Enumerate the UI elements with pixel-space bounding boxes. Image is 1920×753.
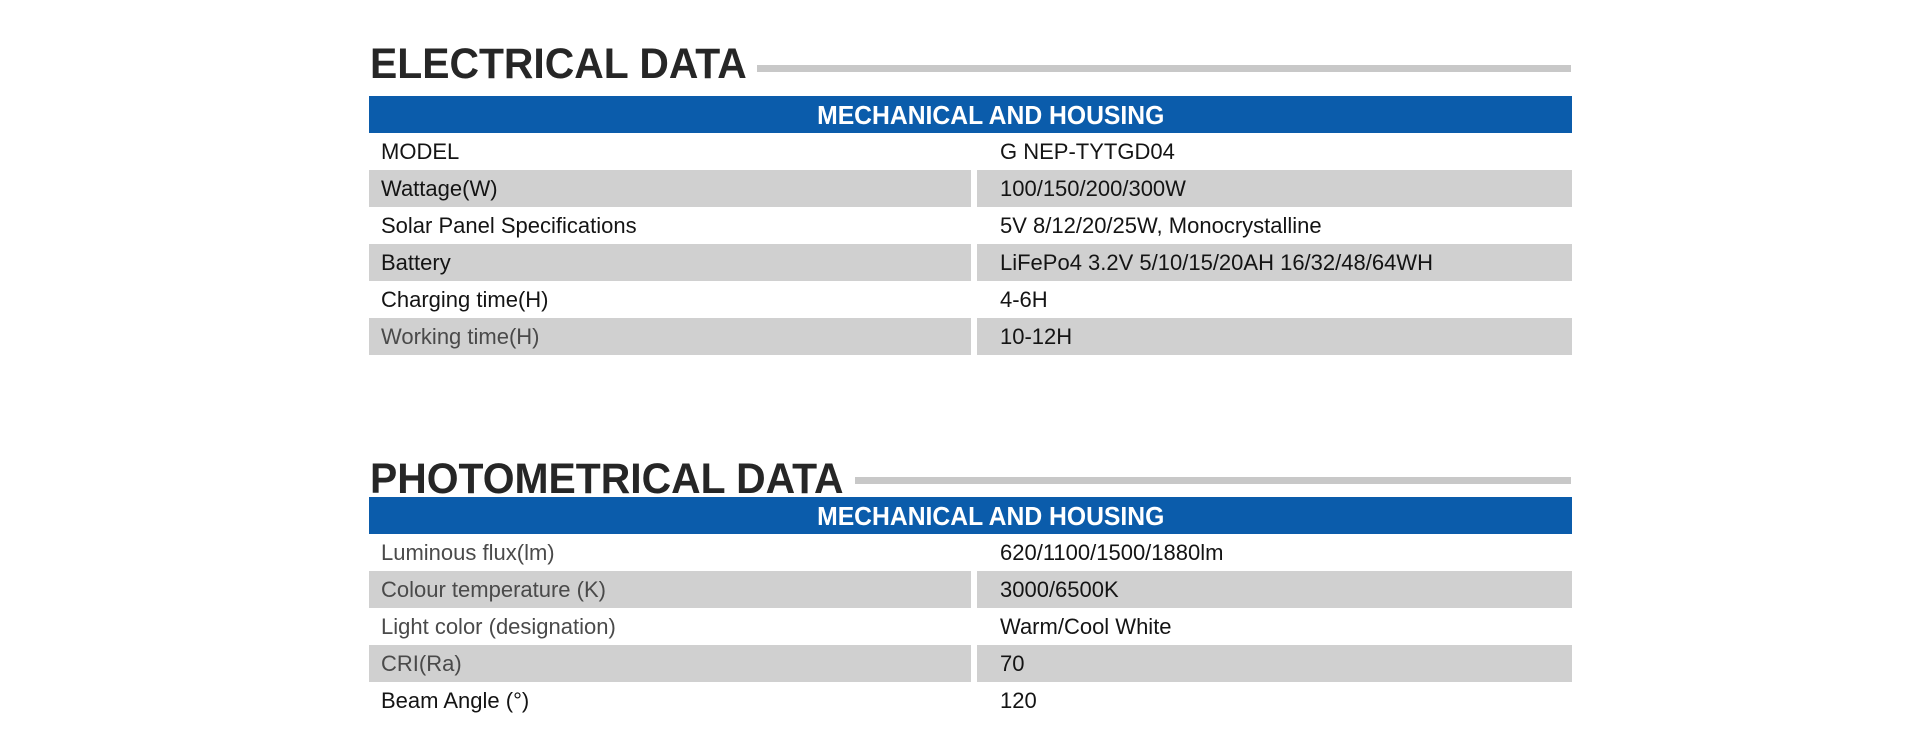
spec-label: Working time(H) [369,318,971,355]
spec-value: 70 [977,645,1572,682]
table-row: CRI(Ra) 70 [369,645,1572,682]
table-row: Charging time(H) 4-6H [369,281,1572,318]
table-row: Wattage(W) 100/150/200/300W [369,170,1572,207]
spec-value: LiFePo4 3.2V 5/10/15/20AH 16/32/48/64WH [977,244,1572,281]
spec-label: Charging time(H) [381,286,549,312]
spec-label: Solar Panel Specifications [381,212,637,238]
photometrical-data-table: Luminous flux(lm) 620/1100/1500/1880lm C… [369,534,1572,719]
table-row: MODEL G NEP-TYTGD04 [369,133,1572,170]
spec-label: Luminous flux(lm) [381,539,555,565]
spec-value: G NEP-TYTGD04 [1000,138,1175,164]
table-row: Colour temperature (K) 3000/6500K [369,571,1572,608]
spec-label: Beam Angle (°) [381,687,530,713]
table-row: Working time(H) 10-12H [369,318,1572,355]
spec-value: 10-12H [977,318,1572,355]
section-title-photometrical: PHOTOMETRICAL DATA [370,455,844,503]
table-row: Battery LiFePo4 3.2V 5/10/15/20AH 16/32/… [369,244,1572,281]
spec-label: Light color (designation) [381,613,616,639]
table-header-bar-electrical: MECHANICAL AND HOUSING [369,96,1572,133]
spec-label: Battery [369,244,971,281]
table-row: Luminous flux(lm) 620/1100/1500/1880lm [369,534,1572,571]
spec-value: 3000/6500K [977,571,1572,608]
table-row: Beam Angle (°) 120 [369,682,1572,719]
table-header-label: MECHANICAL AND HOUSING [816,99,1165,130]
spec-label: CRI(Ra) [369,645,971,682]
title-divider-line [855,477,1571,484]
section-title-electrical: ELECTRICAL DATA [370,40,747,88]
title-divider-line [757,65,1571,72]
spec-value: 620/1100/1500/1880lm [1000,539,1224,565]
table-row: Solar Panel Specifications 5V 8/12/20/25… [369,207,1572,244]
spec-value: 4-6H [1000,286,1048,312]
spec-label: Wattage(W) [369,170,971,207]
spec-value: 120 [1000,687,1037,713]
spec-label: MODEL [381,138,460,164]
table-header-bar-photometrical: MECHANICAL AND HOUSING [369,497,1572,534]
electrical-data-table: MODEL G NEP-TYTGD04 Wattage(W) 100/150/2… [369,133,1572,355]
spec-label: Colour temperature (K) [369,571,971,608]
table-row: Light color (designation) Warm/Cool Whit… [369,608,1572,645]
spec-value: Warm/Cool White [1000,613,1172,639]
spec-value: 100/150/200/300W [977,170,1572,207]
spec-value: 5V 8/12/20/25W, Monocrystalline [1000,212,1322,238]
table-header-label: MECHANICAL AND HOUSING [816,500,1165,531]
